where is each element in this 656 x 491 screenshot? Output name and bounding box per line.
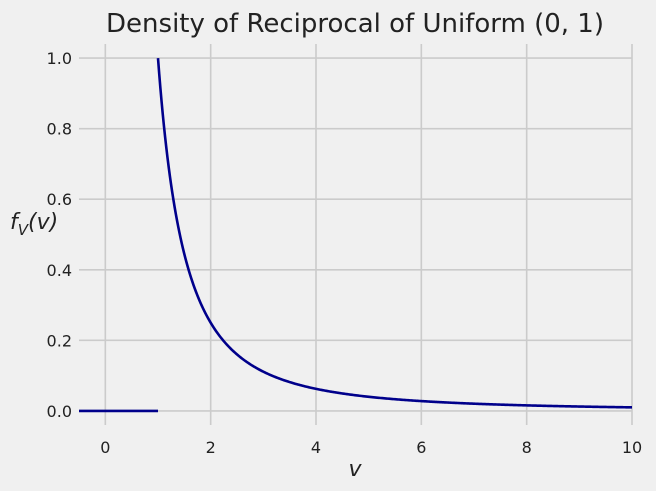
grid (79, 44, 633, 425)
x-tick-label: 6 (416, 438, 426, 457)
y-tick-label: 0.2 (47, 331, 72, 350)
chart-title: Density of Reciprocal of Uniform (0, 1) (106, 9, 604, 39)
y-axis-label-sub: V (18, 221, 30, 239)
x-tick-label: 10 (622, 438, 642, 457)
y-tick-label: 0.6 (47, 190, 72, 209)
x-tick-label: 2 (206, 438, 216, 457)
y-tick-label: 0.4 (47, 261, 72, 280)
y-axis-label: fV(v) (10, 210, 58, 239)
y-tick-label: 1.0 (47, 49, 72, 68)
x-tick-label: 0 (100, 438, 110, 457)
y-tick-label: 0.8 (47, 120, 72, 139)
x-tick-label: 8 (522, 438, 532, 457)
density-line-segment-2 (156, 58, 633, 409)
y-tick-labels: 0.0 0.2 0.4 0.6 0.8 1.0 (47, 49, 72, 421)
y-axis-label-main: f (10, 210, 21, 235)
x-tick-label: 4 (311, 438, 321, 457)
x-tick-labels: 0 2 4 6 8 10 (100, 438, 642, 457)
x-axis-label: v (348, 457, 362, 482)
y-tick-label: 0.0 (47, 402, 72, 421)
y-axis-label-arg: (v) (28, 210, 58, 235)
series (79, 58, 633, 413)
